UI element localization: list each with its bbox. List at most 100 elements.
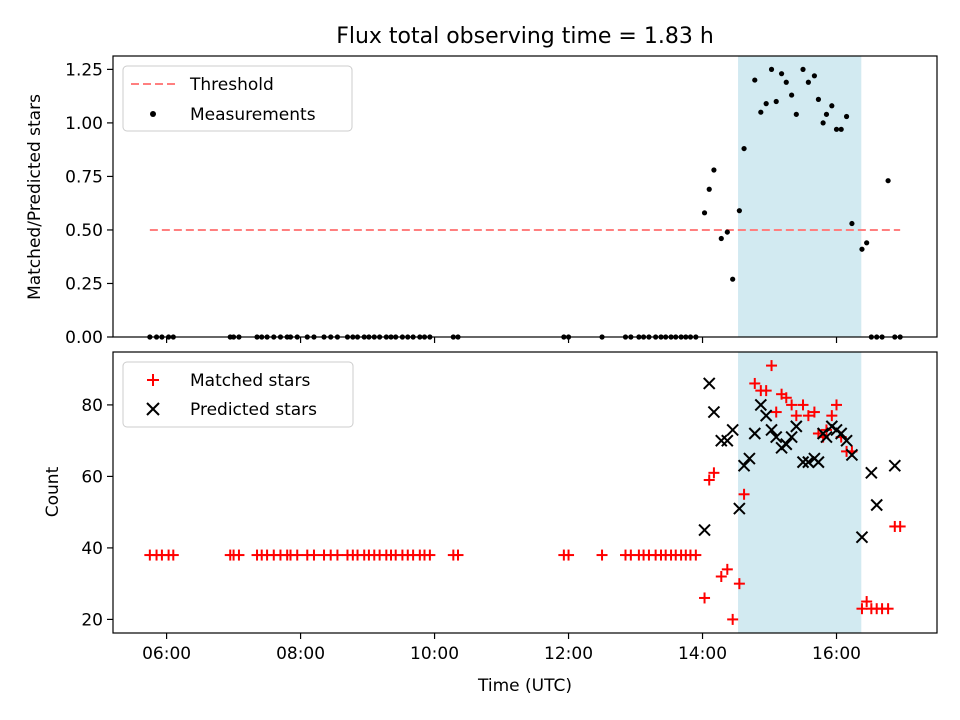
x-tick-label: 16:00 [812,644,861,664]
matched-point [233,549,245,561]
measurement-point [768,66,775,72]
panel-top: 0.00 0.25 0.50 0.75 1.00 1.25 Matched/Predict… [25,55,938,348]
measurement-point [724,229,730,235]
plot-area-bottom [144,360,906,625]
predicted-point [855,530,869,544]
measurement-point [859,246,865,252]
legend-bottom: Matched stars Predicted stars [122,361,354,428]
matched-point [766,360,778,372]
legend-measurements-label: Measurements [190,105,316,125]
highlight-span-bottom [738,352,862,633]
y-tick-label: 0.00 [65,328,103,348]
predicted-point-b [888,459,902,472]
y-tick-label: 20 [81,610,103,630]
predicted-point-b [743,452,756,465]
predicted-point-b [726,423,739,437]
legend-predicted-swatch [146,402,160,416]
predicted-point [840,434,853,447]
x-axis-top [165,337,838,343]
matched-point [331,549,343,561]
measurement-point [783,79,789,85]
matched-point [733,578,745,590]
measurement-point [718,235,724,242]
predicted-point-b [780,438,793,451]
predicted-point [785,430,798,444]
x-tick-label: 06:00 [142,644,191,664]
predicted-point-b [870,498,883,512]
matched-point [802,410,814,422]
y-tick-label: 1.25 [65,60,103,80]
x-axis-bottom: 06:00 08:00 10:00 12:00 14:00 16:00 [142,633,861,664]
x-tick-label: 08:00 [276,644,325,664]
x-tick-label: 14:00 [678,644,727,664]
measurement-point [741,145,747,152]
measurement-point [752,77,758,83]
legend-measurements-swatch [150,111,156,117]
matched-point [424,549,436,561]
predicted-point [707,405,721,419]
highlight-span-top [738,56,862,337]
predicted-point-b [748,427,761,440]
x-axis-label-bottom: Time (UTC) [477,676,572,696]
matched-point [882,603,894,615]
predicted-point [737,459,751,472]
measurement-point [730,276,736,282]
x-tick-label: 10:00 [410,644,459,664]
y-tick-label: 60 [81,467,103,487]
matched-point [894,520,906,532]
measurement-point [815,96,822,102]
predicted-point [820,430,833,444]
predicted-point-b [765,423,778,437]
predicted-point-b [770,430,783,444]
measurement-point [864,240,870,246]
measurement-point [711,167,717,173]
measurement-point [763,101,769,107]
predicted-point-b [707,405,721,419]
matched-point [786,399,798,411]
measurement-point [885,178,891,184]
y-tick-label: 80 [81,396,103,416]
predicted-point [888,459,902,472]
y-tick-label: 0.75 [65,167,103,187]
matched-point [699,592,711,604]
predicted-point [812,455,825,469]
matched-point [452,549,464,561]
measurement-point [849,220,855,227]
predicted-point-b [865,466,878,480]
measurement-point [829,103,835,109]
matched-point [690,549,702,561]
predicted-point [834,427,848,440]
y-axis-bottom: 20 40 60 80 [81,396,113,630]
measurement-point [701,210,708,216]
measurement-point [758,109,764,115]
matched-point [760,385,772,397]
predicted-point [765,423,778,437]
legend-frame-bottom [122,361,354,428]
matched-point [721,563,733,575]
predicted-point-b [820,430,833,444]
legend-matched-label: Matched stars [190,371,310,391]
predicted-point [715,434,728,447]
predicted-point-b [721,434,734,447]
predicted-point [845,448,859,462]
predicted-point-b [698,523,711,537]
y-axis-label-bottom: Count [43,466,63,517]
matched-point [703,474,715,486]
measurement-point [811,73,818,79]
predicted-point-b [796,455,810,469]
predicted-point [748,427,761,440]
matched-point [861,596,873,608]
measurement-point [793,111,799,117]
matched-point [291,549,303,561]
predicted-point [796,455,810,469]
matched-point [727,613,739,625]
predicted-point-b [754,398,768,412]
y-tick-label: 40 [81,539,103,559]
legend-matched-swatch [147,374,159,386]
predicted-point [802,455,815,469]
measurement-point [773,98,779,105]
measurement-point [706,186,712,192]
predicted-point-b [790,420,803,433]
matched-point [797,399,809,411]
